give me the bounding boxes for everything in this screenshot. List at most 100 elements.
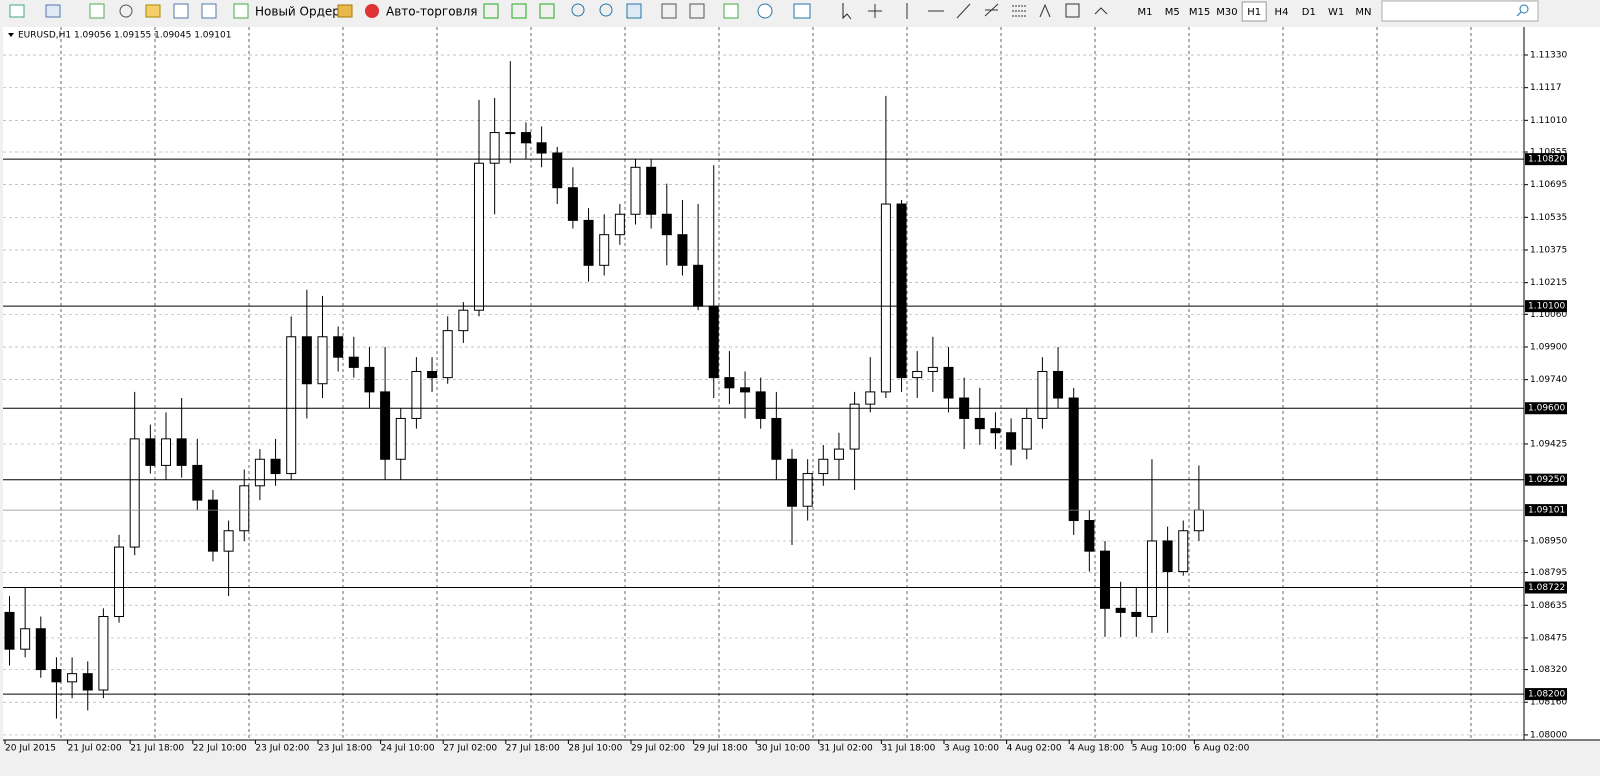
tile-button[interactable] xyxy=(626,3,642,19)
new-order-button[interactable]: Новый Ордер xyxy=(255,5,340,19)
y-tick-label: 1.08160 xyxy=(1530,698,1567,708)
line-chart-button[interactable] xyxy=(539,3,555,19)
active-timeframe xyxy=(1241,1,1267,22)
navigator-button[interactable] xyxy=(119,4,133,18)
candle-body xyxy=(693,264,704,307)
indicators-button[interactable] xyxy=(723,3,739,19)
toolbar-icons: Новый Ордер Авто-торговля xyxy=(9,0,1539,22)
x-tick-label: 23 Jul 18:00 xyxy=(318,744,372,754)
market-watch-button[interactable] xyxy=(89,3,105,19)
label-button[interactable] xyxy=(1065,3,1080,18)
candle-body xyxy=(646,166,657,215)
x-tick-label: 28 Jul 10:00 xyxy=(568,744,622,754)
candle-body xyxy=(505,132,516,135)
level-label-bg xyxy=(1525,300,1567,313)
zoom-in-button[interactable] xyxy=(571,3,585,17)
candle-body xyxy=(896,203,907,379)
level-label: 1.08722 xyxy=(1528,583,1565,593)
candle-body xyxy=(1178,530,1189,573)
search-icon[interactable] xyxy=(1519,4,1529,14)
candle-body xyxy=(1146,540,1157,617)
candle-body xyxy=(411,370,422,419)
candle-body xyxy=(364,366,375,393)
crosshair-button[interactable] xyxy=(868,4,882,18)
fibo-button[interactable] xyxy=(1012,5,1026,17)
templates-button[interactable] xyxy=(793,3,811,19)
terminal-button[interactable] xyxy=(173,3,189,19)
x-tick-label: 24 Jul 10:00 xyxy=(381,744,435,754)
candle-body xyxy=(661,213,672,236)
bar-chart-button[interactable] xyxy=(483,3,499,19)
candle-body xyxy=(380,391,391,460)
candle-body xyxy=(1021,417,1032,450)
timeframe-button[interactable]: H1 xyxy=(1247,7,1261,18)
timeframe-button[interactable]: D1 xyxy=(1302,7,1316,18)
y-tick-label: 1.08635 xyxy=(1530,601,1567,611)
candle-body xyxy=(442,330,453,379)
y-tick-label: 1.08795 xyxy=(1530,568,1567,578)
x-tick-label: 6 Aug 02:00 xyxy=(1194,744,1249,754)
timeframe-button[interactable]: H4 xyxy=(1275,7,1289,18)
candle-body xyxy=(740,387,751,393)
candle-body xyxy=(51,669,62,683)
candle-chart-button[interactable] xyxy=(511,3,527,19)
candle-body xyxy=(333,336,344,358)
bid-label-bg xyxy=(1525,504,1567,517)
candle-body xyxy=(176,438,187,466)
metaeditor-button[interactable] xyxy=(337,4,353,18)
search-icon-handle xyxy=(1516,11,1522,17)
cursor-button[interactable] xyxy=(842,3,852,20)
favorites-button[interactable] xyxy=(145,4,161,18)
trendline-button[interactable] xyxy=(956,3,971,19)
y-tick-label: 1.08320 xyxy=(1530,665,1567,675)
tester-button[interactable] xyxy=(201,3,217,19)
candle-body xyxy=(301,336,312,385)
candle-body xyxy=(239,485,250,532)
periods-button[interactable] xyxy=(757,3,773,19)
level-label-bg xyxy=(1525,402,1567,415)
new-chart-button[interactable] xyxy=(9,4,25,18)
candle-body xyxy=(1162,540,1173,573)
x-tick-label: 22 Jul 10:00 xyxy=(193,744,247,754)
candle-body xyxy=(880,203,891,393)
level-label-bg xyxy=(1525,153,1567,166)
search-box[interactable] xyxy=(1381,0,1539,22)
timeframe-button[interactable]: W1 xyxy=(1328,7,1344,18)
autoscroll-button[interactable] xyxy=(661,3,677,19)
candle-body xyxy=(98,615,109,691)
arrows-button[interactable] xyxy=(1094,7,1108,15)
candle-body xyxy=(724,377,735,389)
text-button[interactable] xyxy=(1039,3,1051,18)
y-tick-label: 1.08950 xyxy=(1530,536,1567,546)
y-tick-label: 1.10855 xyxy=(1530,147,1567,157)
y-tick-label: 1.1117 xyxy=(1530,83,1562,93)
timeframe-button[interactable]: M1 xyxy=(1138,7,1153,18)
symbol-menu-arrow[interactable] xyxy=(8,33,14,37)
autotrading-icon[interactable] xyxy=(365,4,379,18)
y-tick-label: 1.11330 xyxy=(1530,51,1567,61)
new-order-icon[interactable] xyxy=(233,3,249,19)
timeframe-button[interactable]: M5 xyxy=(1165,7,1180,18)
timeframe-button[interactable]: M30 xyxy=(1216,7,1237,18)
candle-body xyxy=(458,309,469,332)
x-tick-label: 31 Jul 02:00 xyxy=(819,744,873,754)
channel-button[interactable] xyxy=(984,3,999,17)
candle-body xyxy=(708,305,719,379)
candle-body xyxy=(583,219,594,266)
candle-body xyxy=(1131,611,1142,617)
timeframe-button[interactable]: MN xyxy=(1355,7,1371,18)
y-tick-label: 1.10215 xyxy=(1530,278,1567,288)
candle-body xyxy=(1115,607,1126,613)
candle-body xyxy=(1193,509,1204,532)
autotrading-button[interactable]: Авто-торговля xyxy=(386,5,478,19)
shift-button[interactable] xyxy=(689,3,705,19)
profiles-button[interactable] xyxy=(45,4,61,18)
x-tick-label: 4 Aug 02:00 xyxy=(1007,744,1062,754)
candle-body xyxy=(1053,370,1064,399)
candle-body xyxy=(114,546,125,617)
candle-body xyxy=(755,391,766,419)
timeframe-button[interactable]: M15 xyxy=(1189,7,1210,18)
zoom-out-button[interactable] xyxy=(599,3,613,17)
